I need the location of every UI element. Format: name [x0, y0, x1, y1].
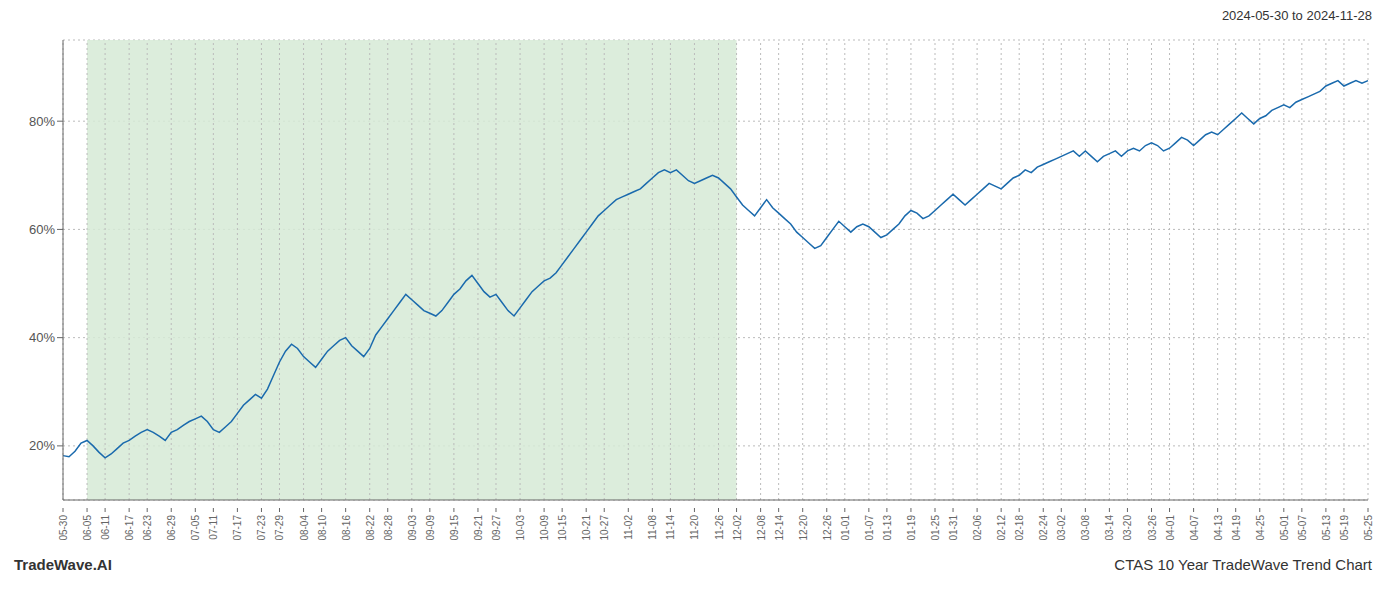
svg-text:11-14: 11-14 [665, 515, 676, 540]
svg-text:08-16: 08-16 [341, 515, 352, 541]
svg-text:20%: 20% [29, 438, 55, 453]
svg-text:04-01: 04-01 [1165, 515, 1176, 541]
svg-text:01-13: 01-13 [882, 515, 893, 541]
svg-text:07-23: 07-23 [256, 515, 267, 541]
svg-text:06-05: 06-05 [82, 515, 93, 541]
svg-text:06-17: 06-17 [124, 515, 135, 541]
svg-text:09-21: 09-21 [473, 515, 484, 541]
svg-text:11-08: 11-08 [647, 515, 658, 540]
svg-text:09-15: 09-15 [449, 515, 460, 541]
svg-text:04-25: 04-25 [1255, 515, 1266, 541]
svg-text:12-02: 12-02 [732, 515, 743, 541]
svg-text:01-01: 01-01 [840, 515, 851, 541]
svg-text:07-29: 07-29 [274, 515, 285, 541]
svg-text:01-25: 01-25 [930, 515, 941, 541]
svg-text:07-11: 07-11 [208, 515, 219, 540]
svg-text:01-19: 01-19 [906, 515, 917, 541]
svg-text:09-27: 09-27 [491, 515, 502, 541]
svg-text:06-23: 06-23 [142, 515, 153, 541]
svg-text:05-30: 05-30 [58, 515, 69, 541]
svg-text:03-08: 03-08 [1080, 515, 1091, 541]
svg-text:10-27: 10-27 [599, 515, 610, 541]
svg-text:12-08: 12-08 [756, 515, 767, 541]
svg-text:03-20: 03-20 [1122, 515, 1133, 541]
svg-text:04-07: 04-07 [1189, 515, 1200, 541]
svg-text:01-31: 01-31 [948, 515, 959, 541]
svg-text:12-26: 12-26 [822, 515, 833, 541]
svg-text:40%: 40% [29, 330, 55, 345]
svg-text:03-02: 03-02 [1056, 515, 1067, 541]
svg-text:10-15: 10-15 [557, 515, 568, 541]
html-text:2024-05-30 to 2024-11-28: 2024-05-30 to 2024-11-28 [1221, 8, 1372, 23]
svg-text:03-26: 03-26 [1147, 515, 1158, 541]
svg-text:12-20: 12-20 [798, 515, 809, 541]
svg-text:80%: 80% [29, 114, 55, 129]
svg-text:04-13: 04-13 [1213, 515, 1224, 541]
svg-text:08-22: 08-22 [365, 515, 376, 541]
svg-text:11-02: 11-02 [623, 515, 634, 540]
svg-text:09-03: 09-03 [407, 515, 418, 541]
svg-text:02-24: 02-24 [1038, 515, 1049, 541]
svg-text:10-21: 10-21 [581, 515, 592, 541]
svg-text:03-14: 03-14 [1104, 515, 1115, 541]
svg-text:11-26: 11-26 [714, 515, 725, 540]
svg-text:60%: 60% [29, 222, 55, 237]
svg-text:06-29: 06-29 [166, 515, 177, 541]
svg-text:07-05: 07-05 [190, 515, 201, 541]
svg-text:02-06: 02-06 [972, 515, 983, 541]
svg-text:05-07: 05-07 [1297, 515, 1308, 541]
svg-text:10-03: 10-03 [515, 515, 526, 541]
svg-text:05-01: 05-01 [1279, 515, 1290, 541]
html-text:TradeWave.AI: TradeWave.AI [14, 556, 112, 573]
svg-text:08-04: 08-04 [299, 515, 310, 541]
svg-text:08-10: 08-10 [317, 515, 328, 541]
html-text:CTAS 10 Year TradeWave Trend C: CTAS 10 Year TradeWave Trend Chart [1114, 556, 1372, 573]
svg-text:02-12: 02-12 [996, 515, 1007, 541]
svg-text:01-07: 01-07 [864, 515, 875, 541]
svg-text:08-28: 08-28 [383, 515, 394, 541]
svg-text:05-25: 05-25 [1363, 515, 1374, 541]
svg-text:12-14: 12-14 [774, 515, 785, 541]
svg-text:06-11: 06-11 [100, 515, 111, 540]
svg-text:07-17: 07-17 [232, 515, 243, 541]
svg-text:05-19: 05-19 [1339, 515, 1350, 541]
svg-text:05-13: 05-13 [1321, 515, 1332, 541]
svg-text:09-09: 09-09 [425, 515, 436, 541]
svg-text:10-09: 10-09 [539, 515, 550, 541]
svg-text:04-19: 04-19 [1231, 515, 1242, 541]
svg-text:11-20: 11-20 [689, 515, 700, 540]
svg-text:02-18: 02-18 [1014, 515, 1025, 541]
